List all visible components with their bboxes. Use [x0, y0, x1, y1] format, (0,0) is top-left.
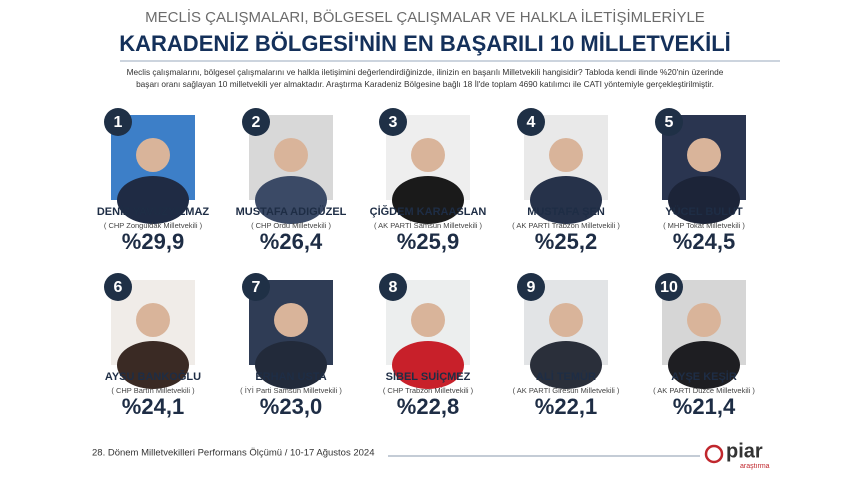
- name: AYSU BANKOĞLU: [105, 370, 201, 383]
- photo-body: [392, 176, 464, 224]
- party: ( CHP Ordu Milletvekili ): [251, 221, 331, 230]
- title: KARADENİZ BÖLGESİ'NİN EN BAŞARILI 10 MİL…: [119, 31, 731, 56]
- cards: 1 DENİZ YAVUZYILMAZ ( CHP Zonguldak Millet…: [97, 108, 755, 419]
- description-line: başarı oranı sağlayan 10 milletvekili ye…: [136, 79, 714, 89]
- photo-head: [274, 303, 308, 337]
- party: ( AK PARTİ Samsun Milletvekili ): [374, 221, 483, 230]
- rank: 8: [389, 279, 398, 296]
- party: ( CHP Trabzon Milletvekili ): [383, 386, 474, 395]
- photo-body: [668, 341, 740, 389]
- rank-badge: [379, 108, 407, 136]
- score: %25,9: [397, 229, 459, 254]
- logo-subtext: araştırma: [740, 463, 770, 470]
- rank: 5: [665, 114, 674, 131]
- rank-badge: [655, 273, 683, 301]
- score: %24,1: [122, 394, 184, 419]
- party: ( MHP Tokat Milletvekili ): [663, 221, 745, 230]
- logo-mark: [704, 444, 724, 464]
- name: ÇİĞDEM KARAASLAN: [370, 205, 487, 218]
- party: ( İYİ Parti Samsun Milletvekili ): [240, 386, 342, 395]
- photo-head: [411, 138, 445, 172]
- name: SİBEL SUİÇMEZ: [386, 370, 471, 383]
- name: MUSTAFA ŞEN: [527, 206, 605, 218]
- description-line: Meclis çalışmalarını, bölgesel çalışmala…: [127, 67, 724, 77]
- photo-head: [549, 138, 583, 172]
- score: %26,4: [260, 229, 323, 254]
- logo: piar araştırma: [704, 440, 770, 470]
- rank: 9: [527, 279, 536, 296]
- photo-head: [687, 138, 721, 172]
- photo-body: [392, 341, 464, 389]
- party: ( AK PARTİ Düzce Milletvekili ): [653, 386, 755, 395]
- name: YÜCEL BULUT: [665, 205, 743, 218]
- photo-head: [136, 138, 170, 172]
- rank-badge: [104, 108, 132, 136]
- photo-body: [530, 341, 602, 389]
- name: AYŞE KEŞİR: [671, 370, 737, 383]
- rank: 6: [114, 279, 123, 296]
- subtitle: MECLİS ÇALIŞMALARI, BÖLGESEL ÇALIŞMALAR …: [145, 8, 705, 26]
- score: %25,2: [535, 229, 597, 254]
- party: ( CHP Bartın Milletvekili ): [111, 386, 195, 395]
- photo-body: [668, 176, 740, 224]
- photo-body: [255, 341, 327, 389]
- name: DENİZ YAVUZYILMAZ: [97, 205, 210, 218]
- name: ALİ TEMÜR: [536, 370, 596, 383]
- score: %23,0: [260, 394, 322, 419]
- rank-badge: [517, 273, 545, 301]
- score: %29,9: [122, 229, 184, 254]
- score: %22,1: [535, 394, 597, 419]
- logo-text: piar: [726, 440, 763, 462]
- name: ERHAN USTA: [255, 371, 326, 383]
- photo-head: [411, 303, 445, 337]
- photo-head: [136, 303, 170, 337]
- party: ( AK PARTİ Trabzon Milletvekili ): [512, 221, 620, 230]
- footer-note: 28. Dönem Milletvekilleri Performans Ölç…: [92, 448, 375, 459]
- rank-badge: [242, 273, 270, 301]
- party: ( AK PARTİ Giresun Milletvekili ): [513, 386, 620, 395]
- rank: 2: [252, 114, 261, 131]
- rank-badge: [379, 273, 407, 301]
- rank-badge: [655, 108, 683, 136]
- photo-head: [274, 138, 308, 172]
- rank: 10: [660, 279, 678, 296]
- photo-body: [117, 341, 189, 389]
- name: MUSTAFA ADIGÜZEL: [236, 205, 347, 218]
- photo-head: [687, 303, 721, 337]
- rank: 4: [527, 114, 536, 131]
- score: %21,4: [673, 394, 736, 419]
- rank-badge: [104, 273, 132, 301]
- party: ( CHP Zonguldak Milletvekili ): [104, 221, 203, 230]
- rank: 7: [252, 279, 261, 296]
- rank: 3: [389, 114, 398, 131]
- photo-body: [255, 176, 327, 224]
- photo-body: [117, 176, 189, 224]
- score: %22,8: [397, 394, 459, 419]
- score: %24,5: [673, 229, 735, 254]
- photo-body: [530, 176, 602, 224]
- photo-head: [549, 303, 583, 337]
- rank-badge: [242, 108, 270, 136]
- rank-badge: [517, 108, 545, 136]
- rank: 1: [114, 114, 123, 131]
